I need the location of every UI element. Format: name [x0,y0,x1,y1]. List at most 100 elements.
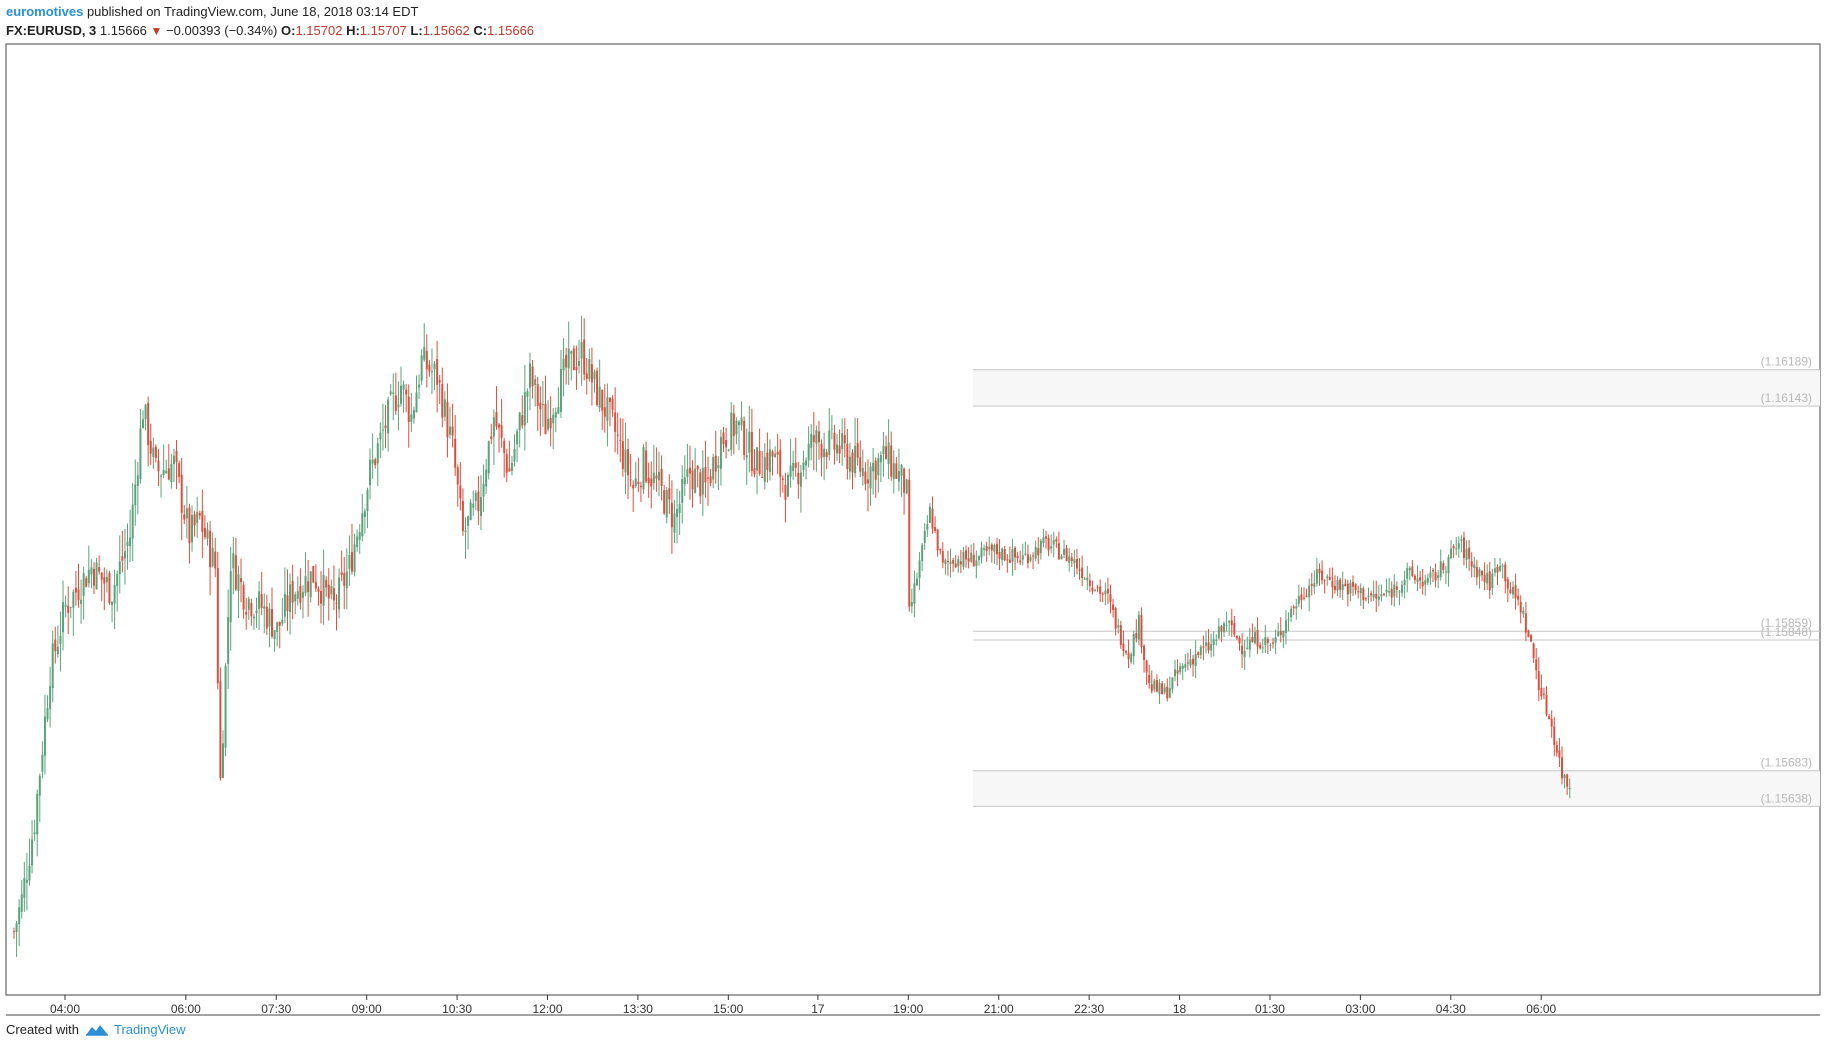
candle-body [175,450,178,463]
candle-body [1303,597,1305,599]
candle-body [353,544,356,573]
candle-body [54,639,57,652]
candle-body [265,606,268,629]
candle-body [572,348,575,371]
candle-body [214,551,217,569]
candle-body [108,573,111,603]
candle-body [1003,549,1006,561]
candle-body [936,529,939,551]
candle-body [781,478,784,480]
candle-body [962,551,965,567]
candle-body [1321,570,1324,581]
candle-body [523,392,526,426]
candle-body [1517,595,1520,600]
x-tick-label: 04:30 [1436,1002,1466,1016]
candle-body [1357,591,1360,593]
candle-body [1470,560,1473,567]
candle-body [348,555,351,569]
candle-body [887,442,890,464]
candle-body [100,572,103,580]
candle-body [787,474,789,497]
candle-body [268,608,271,627]
candle-body [103,577,106,584]
candle-body [185,508,188,519]
candle-body [467,516,470,526]
tradingview-link[interactable]: TradingView [85,1022,186,1037]
candle-body [1465,548,1468,560]
candle-body [402,384,405,390]
candle-body [1328,576,1331,581]
candle-body [1390,588,1393,598]
candle-body [428,364,431,372]
candle-body [147,403,150,446]
candle-body [456,467,459,485]
candle-body [1223,623,1226,633]
candle-body [688,467,691,474]
candle-body [1032,555,1035,557]
x-tick-label: 17 [811,1002,825,1016]
candle-body [446,401,449,438]
candle-body [1132,633,1135,657]
candle-body [934,527,937,531]
candle-body [578,361,581,367]
candle-body [521,415,524,426]
candle-body [603,407,606,417]
candle-body [1514,585,1517,599]
candle-body [69,607,72,609]
candle-body [477,491,480,512]
candle-body [691,470,694,490]
candle-body [1026,554,1029,564]
candle-body [1158,682,1161,695]
candle-body [583,339,586,375]
candle-body [371,459,374,464]
candle-body [559,369,562,412]
candle-body [1519,602,1522,613]
candle-body [1300,594,1303,601]
candle-body [1101,593,1104,595]
author-link[interactable]: euromotives [6,4,84,19]
candle-body [121,556,124,561]
candle-body [699,472,702,497]
candle-body [1282,630,1285,638]
candle-body [717,465,720,469]
candle-body [805,460,808,466]
candle-body [111,602,114,606]
candle-body [1220,626,1223,632]
candle-body [407,396,410,423]
level-label-5: (1.15638) [1761,791,1812,805]
candle-body [1408,568,1411,571]
candle-body [299,586,302,603]
candle-body [830,428,833,430]
last-price: 1.15666 [99,23,147,38]
candle-body [454,438,457,468]
candle-body [394,395,397,412]
candle-body [1024,553,1027,555]
candle-body [1310,584,1313,586]
candle-body [1522,610,1525,614]
candle-body [38,775,41,796]
candle-body [1166,686,1169,699]
candle-body [588,358,591,380]
candle-body [722,432,725,445]
candle-body [1331,580,1334,588]
candle-body [1109,594,1112,602]
candle-body [910,602,913,607]
candle-body [1442,563,1445,570]
candle-body [232,553,235,569]
high-label: H: [346,23,360,38]
candle-body [1045,536,1047,539]
candle-body [510,463,513,472]
candle-body [593,371,596,380]
candle-body [954,563,957,568]
candle-body [1088,580,1091,587]
zone-0 [973,369,1820,407]
candle-body [1504,564,1507,582]
candle-body [838,445,841,454]
candle-body [606,397,609,421]
candle-body [87,569,90,584]
candle-body [216,568,219,684]
candle-body [443,399,446,417]
candle-body [998,552,1001,559]
candle-body [1326,576,1329,579]
